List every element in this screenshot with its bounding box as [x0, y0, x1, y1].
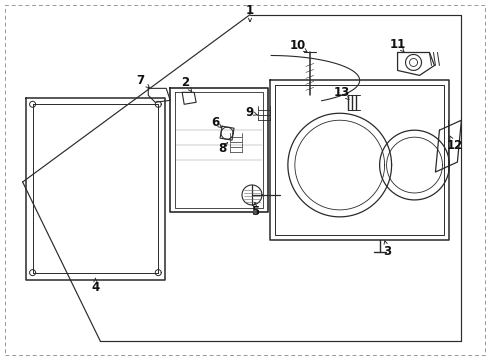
Text: 13: 13	[334, 86, 350, 99]
Text: 4: 4	[91, 281, 99, 294]
Text: 2: 2	[181, 76, 189, 89]
Text: 8: 8	[218, 141, 226, 155]
Text: 11: 11	[390, 38, 406, 51]
Text: 12: 12	[446, 139, 463, 152]
Text: 3: 3	[384, 245, 392, 258]
Text: 9: 9	[246, 106, 254, 119]
Text: 10: 10	[290, 39, 306, 52]
Text: 7: 7	[136, 74, 145, 87]
Text: 5: 5	[251, 205, 259, 219]
Text: 1: 1	[246, 4, 254, 17]
Text: 6: 6	[211, 116, 219, 129]
